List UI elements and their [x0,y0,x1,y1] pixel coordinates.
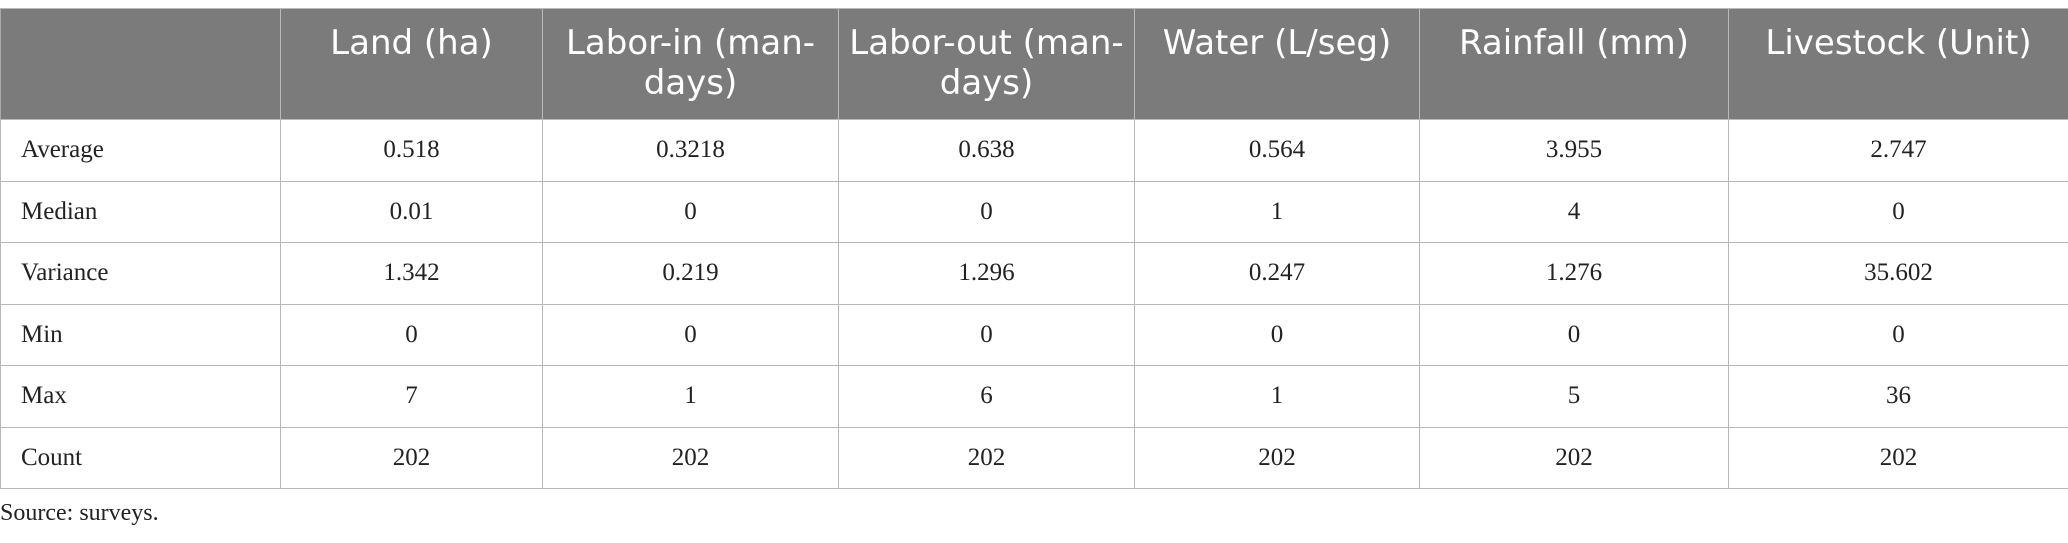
table-cell: 202 [280,426,543,489]
table-row: Median 0.01 0 0 1 4 0 [0,180,2068,243]
table-cell: 1 [1134,180,1420,243]
table-cell: 1.342 [280,242,543,305]
row-label: Min [0,303,281,366]
table-cell: 1.276 [1419,242,1729,305]
table-cell: 6 [838,365,1135,428]
header-cell-blank [0,8,281,120]
table-cell: 0.518 [280,119,543,182]
header-cell-labor-in: Labor-in (man-days) [542,8,839,120]
table-cell: 0 [542,303,839,366]
table-cell: 202 [1728,426,2068,489]
header-cell-livestock: Livestock (Unit) [1728,8,2068,120]
table-body: Average 0.518 0.3218 0.638 0.564 3.955 2… [0,119,2068,489]
table-cell: 0 [838,303,1135,366]
table-cell: 0 [1134,303,1420,366]
table-cell: 202 [838,426,1135,489]
table-cell: 202 [542,426,839,489]
table-cell: 0 [1419,303,1729,366]
table-cell: 0.219 [542,242,839,305]
table-cell: 7 [280,365,543,428]
header-cell-land: Land (ha) [280,8,543,120]
table-cell: 0 [280,303,543,366]
table-cell: 0.638 [838,119,1135,182]
table-cell: 0 [1728,303,2068,366]
table-cell: 0.564 [1134,119,1420,182]
table-row: Max 7 1 6 1 5 36 [0,365,2068,428]
table-row: Count 202 202 202 202 202 202 [0,426,2068,489]
table-cell: 0.01 [280,180,543,243]
table-header: Land (ha) Labor-in (man-days) Labor-out … [0,8,2068,120]
table-cell: 4 [1419,180,1729,243]
table-cell: 0 [542,180,839,243]
table-row: Variance 1.342 0.219 1.296 0.247 1.276 3… [0,242,2068,305]
row-label: Count [0,426,281,489]
table-cell: 35.602 [1728,242,2068,305]
table-cell: 36 [1728,365,2068,428]
table-cell: 1 [1134,365,1420,428]
table-row: Min 0 0 0 0 0 0 [0,303,2068,366]
header-cell-rainfall: Rainfall (mm) [1419,8,1729,120]
descriptive-statistics-table: Land (ha) Labor-in (man-days) Labor-out … [0,8,2068,489]
statistics-table-container: Land (ha) Labor-in (man-days) Labor-out … [0,8,2068,489]
table-row: Average 0.518 0.3218 0.638 0.564 3.955 2… [0,119,2068,182]
row-label: Variance [0,242,281,305]
header-cell-labor-out: Labor-out (man-days) [838,8,1135,120]
table-cell: 202 [1419,426,1729,489]
table-cell: 0.247 [1134,242,1420,305]
row-label: Max [0,365,281,428]
table-cell: 1.296 [838,242,1135,305]
table-cell: 202 [1134,426,1420,489]
row-label: Average [0,119,281,182]
row-label: Median [0,180,281,243]
header-row: Land (ha) Labor-in (man-days) Labor-out … [0,8,2068,120]
table-cell: 0 [838,180,1135,243]
header-cell-water: Water (L/seg) [1134,8,1420,120]
table-cell: 0.3218 [542,119,839,182]
table-cell: 2.747 [1728,119,2068,182]
source-note: Source: surveys. [0,500,159,526]
table-cell: 5 [1419,365,1729,428]
table-cell: 3.955 [1419,119,1729,182]
table-cell: 0 [1728,180,2068,243]
table-cell: 1 [542,365,839,428]
